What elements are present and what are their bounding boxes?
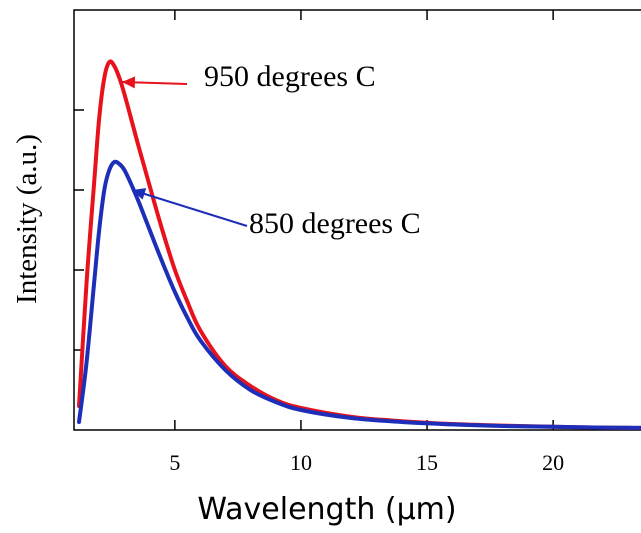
y-axis-label: Intensity (a.u.) <box>11 134 43 304</box>
annotation-arrowhead-0 <box>121 76 136 89</box>
annotation-label-1: 850 degrees C <box>249 207 421 240</box>
series-line-1 <box>77 159 641 430</box>
annotation-layer: 950 degrees C 850 degrees C <box>121 60 421 240</box>
series-line-0 <box>77 59 641 430</box>
annotation-arrow-1 <box>131 189 248 227</box>
annotation-label-0: 950 degrees C <box>204 60 376 93</box>
plot-frame <box>73 9 641 431</box>
x-tick-labels: 5 10 15 20 <box>169 450 564 475</box>
x-tick-label: 20 <box>542 450 564 475</box>
series-layer <box>77 59 641 430</box>
x-tick-label: 10 <box>290 450 312 475</box>
annotation-arrowhead-1 <box>132 188 147 200</box>
x-tick-label: 15 <box>416 450 438 475</box>
x-tick-label: 5 <box>169 450 180 475</box>
x-axis-label: Wavelength (µm) <box>197 492 456 527</box>
